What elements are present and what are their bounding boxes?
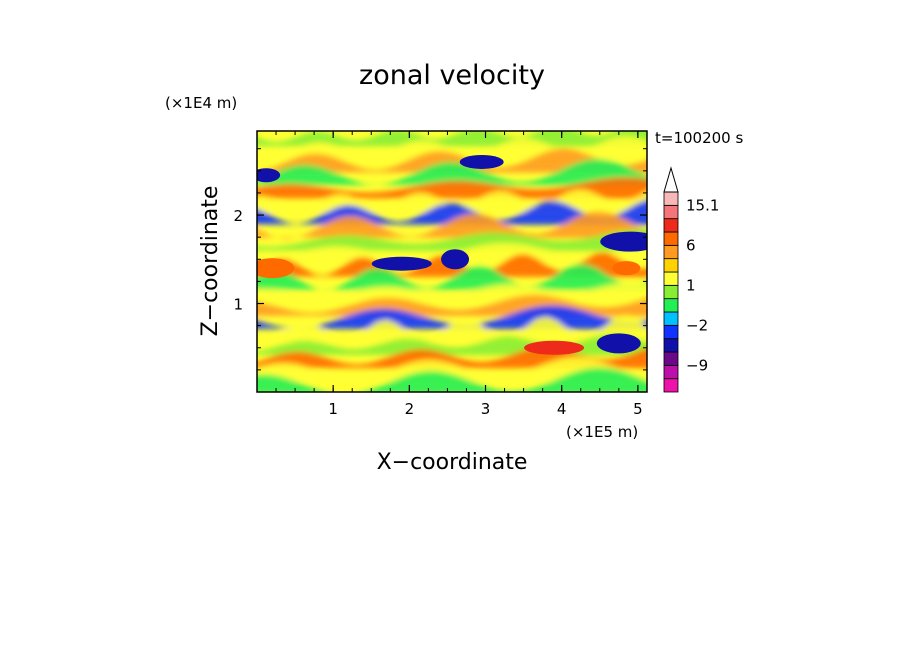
field-feature bbox=[441, 249, 470, 270]
colorbar-segment bbox=[663, 284, 679, 300]
field-band bbox=[257, 158, 647, 186]
colorbar-segment bbox=[663, 298, 679, 313]
field-feature bbox=[600, 231, 647, 252]
colorbar-tick-label: 15.1 bbox=[686, 196, 719, 214]
field-band bbox=[257, 229, 647, 252]
colorbar-segment bbox=[663, 311, 679, 326]
field-feature bbox=[371, 256, 432, 271]
plot-area bbox=[257, 131, 647, 392]
colorbar-segment bbox=[663, 218, 679, 233]
colorbar-extend-arrow bbox=[663, 166, 679, 193]
colorbar-segment bbox=[663, 191, 679, 206]
y-tick-label: 1 bbox=[233, 296, 243, 314]
y-unit-label: (×1E4 m) bbox=[165, 94, 237, 112]
colorbar-segment bbox=[663, 351, 679, 366]
y-axis-ticks: 12 bbox=[233, 148, 647, 371]
field-band bbox=[257, 367, 647, 392]
field-band bbox=[257, 148, 647, 173]
x-axis-label: X−coordinate bbox=[377, 450, 528, 475]
x-tick-label: 1 bbox=[328, 400, 338, 418]
colorbar-segment bbox=[663, 231, 679, 246]
field-band bbox=[257, 264, 647, 291]
time-label: t=100200 s bbox=[655, 129, 743, 147]
colorbar: 15.1 6 1 −2 −9 bbox=[663, 166, 719, 393]
field-feature bbox=[524, 340, 585, 355]
field-bands bbox=[257, 131, 647, 392]
field-feature bbox=[612, 261, 641, 276]
field-band bbox=[257, 315, 647, 344]
field-feature bbox=[257, 168, 281, 183]
field-band bbox=[257, 131, 647, 147]
plot-frame bbox=[256, 130, 648, 393]
colorbar-segment bbox=[663, 324, 679, 340]
colorbar-tick-label: −9 bbox=[686, 356, 708, 374]
colorbar-segment bbox=[663, 338, 679, 353]
field-band bbox=[257, 211, 647, 240]
colorbar-segment bbox=[663, 378, 679, 393]
chart-title: zonal velocity bbox=[359, 60, 545, 91]
field-feature bbox=[459, 154, 504, 169]
colorbar-segment bbox=[663, 244, 679, 260]
colorbar-segment bbox=[663, 258, 679, 273]
x-unit-label: (×1E5 m) bbox=[566, 423, 638, 441]
colorbar-tick-label: 6 bbox=[686, 236, 696, 254]
colorbar-segment bbox=[663, 364, 679, 380]
field-band bbox=[257, 177, 647, 199]
colorbar-segment bbox=[663, 204, 679, 220]
field-band bbox=[257, 357, 647, 382]
field-feature bbox=[596, 333, 641, 354]
y-tick-label: 2 bbox=[233, 207, 243, 225]
x-tick-label: 4 bbox=[557, 400, 567, 418]
colorbar-segment bbox=[663, 271, 679, 286]
field-feature bbox=[257, 258, 295, 279]
x-axis-ticks: 1 2 3 4 5 bbox=[275, 131, 643, 418]
x-tick-label: 5 bbox=[633, 400, 643, 418]
colorbar-tick-label: 1 bbox=[686, 276, 696, 294]
x-tick-label: 3 bbox=[481, 400, 491, 418]
field-blobs bbox=[257, 154, 647, 355]
colorbar-tick-label: −2 bbox=[686, 316, 708, 334]
x-tick-label: 2 bbox=[405, 400, 415, 418]
y-axis-label: Z−coordinate bbox=[198, 186, 223, 337]
